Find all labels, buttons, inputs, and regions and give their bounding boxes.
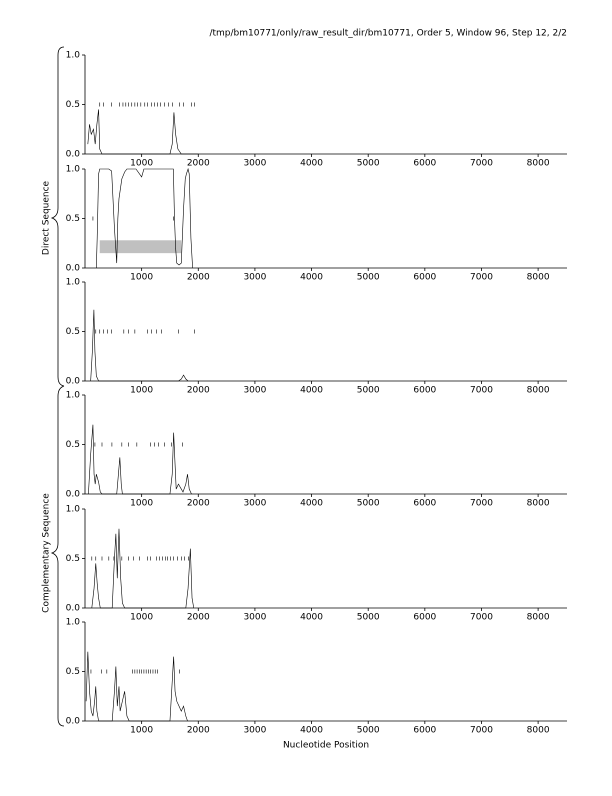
x-tick-label: 3000: [243, 499, 266, 509]
signal-line: [85, 651, 188, 722]
x-tick-label: 7000: [470, 726, 493, 736]
brace: [50, 46, 65, 387]
y-tick-label: 0.5: [66, 440, 80, 450]
region-band: [99, 240, 182, 254]
y-tick-label: 1.0: [66, 278, 81, 288]
x-tick-label: 1000: [130, 386, 153, 396]
y-tick-label: 0.0: [66, 490, 81, 500]
x-tick-label: 8000: [527, 273, 550, 283]
x-tick-label: 6000: [413, 726, 436, 736]
x-tick-label: 6000: [413, 273, 436, 283]
x-tick-label: 2000: [187, 613, 210, 623]
x-tick-label: 8000: [527, 613, 550, 623]
page-title: /tmp/bm10771/only/raw_result_dir/bm10771…: [209, 29, 567, 39]
signal-line: [87, 109, 199, 155]
y-tick-label: 1.0: [66, 165, 81, 175]
x-tick-label: 5000: [357, 726, 380, 736]
y-tick-label: 0.5: [66, 100, 80, 110]
x-tick-label: 2000: [187, 159, 210, 169]
y-tick-label: 0.0: [66, 377, 81, 387]
x-tick-label: 6000: [413, 613, 436, 623]
y-tick-label: 0.0: [66, 264, 81, 274]
y-tick-label: 0.5: [66, 667, 80, 677]
x-tick-label: 1000: [130, 273, 153, 283]
y-tick-label: 0.0: [66, 150, 81, 160]
group-label: Complementary Sequence: [42, 493, 52, 613]
x-tick-label: 7000: [470, 159, 493, 169]
x-tick-label: 5000: [357, 273, 380, 283]
y-tick-label: 1.0: [66, 618, 81, 628]
y-tick-label: 1.0: [66, 505, 81, 515]
x-tick-label: 1000: [130, 159, 153, 169]
x-tick-label: 2000: [187, 386, 210, 396]
x-tick-label: 6000: [413, 159, 436, 169]
x-tick-label: 1000: [130, 613, 153, 623]
x-tick-label: 3000: [243, 726, 266, 736]
x-tick-label: 3000: [243, 159, 266, 169]
group-label: Direct Sequence: [42, 180, 52, 255]
signal-line: [91, 528, 195, 609]
x-tick-label: 3000: [243, 386, 266, 396]
y-tick-label: 0.0: [66, 717, 81, 727]
x-tick-label: 8000: [527, 386, 550, 396]
signal-line: [96, 167, 193, 269]
x-tick-label: 4000: [300, 499, 323, 509]
y-tick-label: 0.5: [66, 214, 80, 224]
x-tick-label: 6000: [413, 499, 436, 509]
y-tick-label: 0.5: [66, 554, 80, 564]
x-tick-label: 7000: [470, 273, 493, 283]
x-tick-label: 4000: [300, 613, 323, 623]
x-tick-label: 4000: [300, 386, 323, 396]
x-tick-label: 3000: [243, 273, 266, 283]
signal-line: [90, 309, 189, 382]
x-tick-label: 5000: [357, 159, 380, 169]
x-tick-label: 2000: [187, 499, 210, 509]
x-tick-label: 4000: [300, 726, 323, 736]
x-tick-label: 4000: [300, 273, 323, 283]
y-tick-label: 0.5: [66, 327, 80, 337]
y-tick-label: 1.0: [66, 391, 81, 401]
x-tick-label: 4000: [300, 159, 323, 169]
x-tick-label: 8000: [527, 726, 550, 736]
x-tick-label: 7000: [470, 386, 493, 396]
x-tick-label: 1000: [130, 499, 153, 509]
x-axis-label: Nucleotide Position: [283, 741, 369, 751]
x-tick-label: 1000: [130, 726, 153, 736]
x-tick-label: 5000: [357, 386, 380, 396]
x-tick-label: 2000: [187, 273, 210, 283]
x-tick-label: 7000: [470, 613, 493, 623]
y-tick-label: 1.0: [66, 51, 81, 61]
x-tick-label: 3000: [243, 613, 266, 623]
brace: [50, 385, 65, 727]
x-tick-label: 7000: [470, 499, 493, 509]
y-tick-label: 0.0: [66, 604, 81, 614]
x-tick-label: 5000: [357, 613, 380, 623]
x-tick-label: 5000: [357, 499, 380, 509]
x-tick-label: 2000: [187, 726, 210, 736]
signal-line: [88, 424, 192, 495]
x-tick-label: 6000: [413, 386, 436, 396]
x-tick-label: 8000: [527, 159, 550, 169]
x-tick-label: 8000: [527, 499, 550, 509]
